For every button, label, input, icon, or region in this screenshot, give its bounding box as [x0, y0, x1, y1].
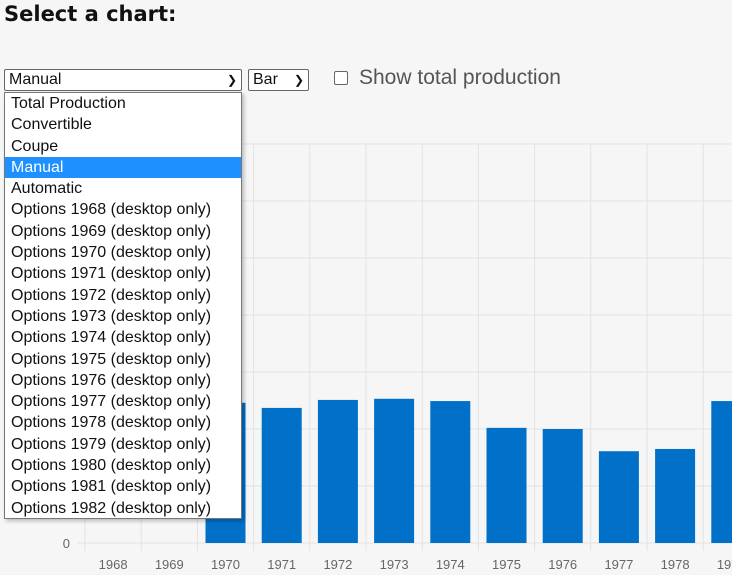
bar-1976 [542, 429, 583, 543]
dropdown-option[interactable]: Options 1970 (desktop only) [11, 244, 212, 262]
chart-select-dropdown[interactable]: Total Production Convertible Coupe Manual Au… [4, 92, 242, 519]
chart-select-value: Manual [9, 71, 62, 88]
x-tick-label: 1976 [548, 557, 577, 572]
dropdown-option[interactable]: Options 1971 (desktop only) [11, 265, 212, 283]
dropdown-option[interactable]: Options 1969 (desktop only) [11, 222, 212, 240]
dropdown-option[interactable]: Options 1975 (desktop only) [11, 350, 212, 368]
dropdown-option[interactable]: Options 1980 (desktop only) [11, 457, 212, 475]
x-tick-label: 1973 [380, 557, 409, 572]
chart-select[interactable]: Manual ❯ [4, 69, 242, 91]
chart-type-value: Bar [253, 71, 278, 88]
show-total-label[interactable]: Show total production [359, 66, 561, 89]
x-tick-label: 1970 [211, 557, 240, 572]
dropdown-option[interactable]: Options 1972 (desktop only) [11, 286, 212, 304]
x-tick-label: 1974 [436, 557, 465, 572]
dropdown-option[interactable]: Total Production [11, 95, 126, 112]
x-tick-label: 1975 [492, 557, 521, 572]
dropdown-option[interactable]: Options 1982 (desktop only) [11, 499, 212, 517]
dropdown-option[interactable]: Options 1979 (desktop only) [11, 435, 212, 453]
bar-1974 [430, 401, 471, 543]
dropdown-option[interactable]: Options 1973 (desktop only) [11, 307, 212, 325]
bar-1975 [486, 427, 527, 543]
bar-1978 [655, 448, 696, 543]
page-title: Select a chart: [4, 2, 177, 26]
x-tick-label: 1972 [323, 557, 352, 572]
dropdown-option[interactable]: Options 1978 (desktop only) [11, 414, 212, 432]
show-total-checkbox[interactable] [334, 71, 348, 85]
dropdown-option[interactable]: Options 1977 (desktop only) [11, 393, 212, 411]
bar-1972 [317, 399, 358, 543]
chart-type-select[interactable]: Bar ❯ [248, 69, 309, 91]
dropdown-option[interactable]: Coupe [11, 137, 59, 155]
bar-1977 [598, 451, 639, 543]
x-tick-label: 1977 [604, 557, 633, 572]
dropdown-option[interactable]: Options 1974 (desktop only) [11, 329, 212, 347]
bar-1973 [374, 398, 415, 543]
x-tick-label: 1971 [267, 557, 296, 572]
dropdown-option[interactable]: Options 1968 (desktop only) [11, 201, 212, 219]
bar-1971 [261, 407, 302, 543]
dropdown-option[interactable]: Manual [5, 156, 241, 179]
y-tick-label: 0 [63, 536, 70, 551]
chevron-down-icon: ❯ [293, 73, 304, 87]
x-tick-label: 1968 [99, 557, 128, 572]
chevron-down-icon: ❯ [226, 73, 237, 87]
x-tick-label: 1979 [717, 557, 732, 572]
x-tick-label: 1969 [155, 557, 184, 572]
dropdown-option[interactable]: Options 1976 (desktop only) [11, 371, 212, 389]
dropdown-option[interactable]: Automatic [11, 180, 83, 198]
x-tick-label: 1978 [661, 557, 690, 572]
dropdown-option[interactable]: Options 1981 (desktop only) [11, 478, 212, 496]
dropdown-option[interactable]: Convertible [11, 116, 92, 134]
bar-1979 [711, 401, 732, 543]
